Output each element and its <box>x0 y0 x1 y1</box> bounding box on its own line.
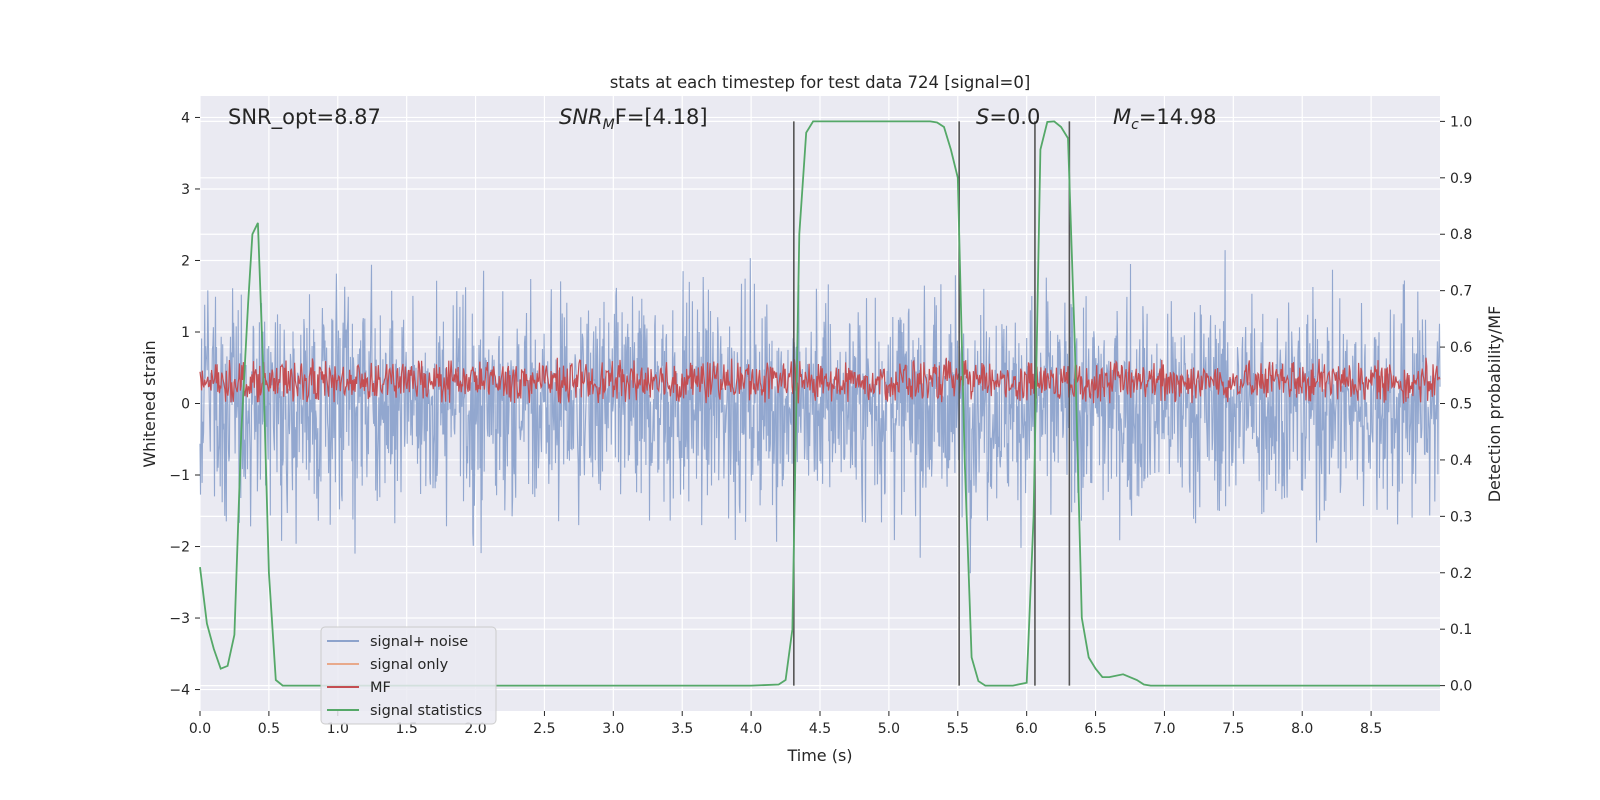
x-tick-label: 7.0 <box>1153 721 1175 737</box>
x-tick-label: 2.0 <box>464 721 486 737</box>
annotation-snr-mf-symbol: SNR <box>559 105 603 129</box>
x-tick-label: 5.5 <box>947 721 969 737</box>
legend: signal+ noise signal only MF signal stat… <box>320 626 497 725</box>
annotation-snr-opt: SNR_opt=8.87 <box>228 105 381 130</box>
annotation-mc-symbol: M <box>1113 105 1131 129</box>
x-tick-label: 3.0 <box>602 721 624 737</box>
signal-statistics-line <box>199 120 1440 687</box>
legend-label-signal-only: signal only <box>370 657 449 673</box>
y2-tick-label: 0.6 <box>1450 340 1472 356</box>
x-tick-label: 1.5 <box>396 721 418 737</box>
annotation-s-symbol: S <box>976 105 989 129</box>
x-tick-label: 2.5 <box>533 721 555 737</box>
y-tick-label: −2 <box>169 540 190 556</box>
x-tick-label: 0.5 <box>258 721 280 737</box>
x-tick-label: 8.0 <box>1291 721 1313 737</box>
x-tick-label: 6.0 <box>1016 721 1038 737</box>
legend-label-signal-statistics: signal statistics <box>370 703 482 719</box>
y2-tick-label: 0.0 <box>1450 679 1472 695</box>
annotation-mc-value: =14.98 <box>1139 105 1217 129</box>
mf-series <box>199 357 1441 404</box>
x-tick-label: 6.5 <box>1084 721 1106 737</box>
y-tick-label: 0 <box>181 397 190 413</box>
ticks: 0.0 0.5 1.0 1.5 2.0 2.5 3.0 3.5 4.0 4.5 5.0 5.5 6.0 6… <box>169 110 1472 737</box>
annotation-snr-mf-value: F=[4.18] <box>615 105 708 129</box>
y2-tick-label: 0.7 <box>1450 284 1472 300</box>
annotation-snr-mf-subscript: M <box>603 117 615 133</box>
x-tick-label: 8.5 <box>1360 721 1382 737</box>
x-tick-label: 0.0 <box>189 721 211 737</box>
signal-noise-line <box>199 250 1441 574</box>
y2-tick-label: 0.4 <box>1450 453 1472 469</box>
x-tick-label: 1.0 <box>327 721 349 737</box>
x-tick-label: 4.5 <box>809 721 831 737</box>
y2-tick-label: 0.3 <box>1450 509 1472 525</box>
y-tick-label: 4 <box>181 110 190 126</box>
y2-tick-label: 0.8 <box>1450 227 1472 243</box>
y2-tick-label: 0.9 <box>1450 171 1472 187</box>
y2-axis-label: Detection probability/MF <box>1485 306 1504 503</box>
x-tick-label: 5.0 <box>878 721 900 737</box>
y-tick-label: 2 <box>181 253 190 269</box>
y2-tick-label: 0.5 <box>1450 397 1472 413</box>
y-tick-label: 3 <box>181 182 190 198</box>
y-tick-label: 1 <box>181 325 190 341</box>
x-tick-label: 4.0 <box>740 721 762 737</box>
annotation-mc-subscript: c <box>1131 117 1139 133</box>
signal-statistics-series <box>199 120 1440 687</box>
legend-label-signal-noise: signal+ noise <box>370 634 468 650</box>
annotation-mc: Mc=14.98 <box>1113 105 1217 133</box>
y2-tick-label: 0.2 <box>1450 566 1472 582</box>
x-axis-label: Time (s) <box>786 746 852 765</box>
y2-tick-label: 0.1 <box>1450 622 1472 638</box>
x-tick-label: 3.5 <box>671 721 693 737</box>
annotation-s-value: =0.0 <box>989 105 1040 129</box>
signal-noise-series <box>199 250 1441 574</box>
y2-tick-label: 1.0 <box>1450 114 1472 130</box>
annotation-snr-mf: SNRMF=[4.18] <box>559 105 708 133</box>
chart-title: stats at each timestep for test data 724… <box>610 73 1031 92</box>
legend-box <box>320 626 497 725</box>
legend-label-mf: MF <box>370 680 391 696</box>
y-tick-label: −1 <box>169 468 190 484</box>
y-tick-label: −3 <box>169 611 190 627</box>
mf-line <box>199 357 1441 404</box>
y-axis-label: Whitened strain <box>140 340 159 467</box>
annotation-s: S=0.0 <box>976 105 1040 129</box>
x-tick-label: 7.5 <box>1222 721 1244 737</box>
y-tick-label: −4 <box>169 683 190 699</box>
